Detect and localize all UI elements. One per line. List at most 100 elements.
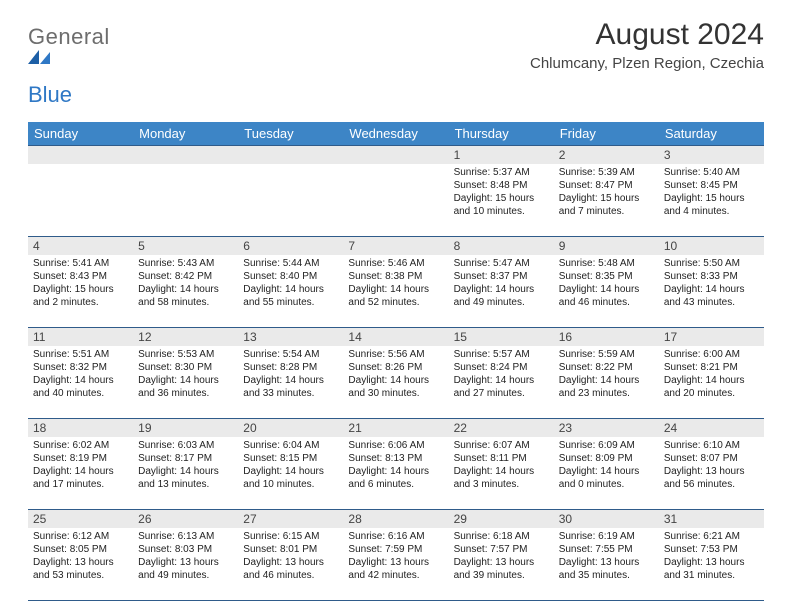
daylight-text: Daylight: 14 hours and 46 minutes. (559, 284, 654, 310)
sunrise-text: Sunrise: 5:51 AM (33, 349, 128, 362)
daylight-text: Daylight: 14 hours and 20 minutes. (664, 375, 759, 401)
day-info: Sunrise: 5:56 AMSunset: 8:26 PMDaylight:… (343, 346, 448, 404)
sunset-text: Sunset: 8:05 PM (33, 544, 128, 557)
day-number: 23 (554, 419, 659, 437)
calendar-day-cell: 5Sunrise: 5:43 AMSunset: 8:42 PMDaylight… (133, 237, 238, 328)
sunset-text: Sunset: 8:01 PM (243, 544, 338, 557)
daylight-text: Daylight: 14 hours and 17 minutes. (33, 466, 128, 492)
day-number: 7 (343, 237, 448, 255)
calendar-day-cell: 14Sunrise: 5:56 AMSunset: 8:26 PMDayligh… (343, 328, 448, 419)
day-number: 16 (554, 328, 659, 346)
day-number: 26 (133, 510, 238, 528)
logo-word-1: General (28, 24, 110, 49)
daylight-text: Daylight: 15 hours and 2 minutes. (33, 284, 128, 310)
day-info: Sunrise: 6:00 AMSunset: 8:21 PMDaylight:… (659, 346, 764, 404)
weekday-header: Thursday (449, 122, 554, 146)
daylight-text: Daylight: 14 hours and 52 minutes. (348, 284, 443, 310)
calendar-day-cell: 9Sunrise: 5:48 AMSunset: 8:35 PMDaylight… (554, 237, 659, 328)
day-info: Sunrise: 5:39 AMSunset: 8:47 PMDaylight:… (554, 164, 659, 222)
day-info: Sunrise: 5:44 AMSunset: 8:40 PMDaylight:… (238, 255, 343, 313)
sunset-text: Sunset: 8:07 PM (664, 453, 759, 466)
day-info: Sunrise: 6:19 AMSunset: 7:55 PMDaylight:… (554, 528, 659, 586)
day-info: Sunrise: 6:04 AMSunset: 8:15 PMDaylight:… (238, 437, 343, 495)
sunrise-text: Sunrise: 6:02 AM (33, 440, 128, 453)
sunrise-text: Sunrise: 5:57 AM (454, 349, 549, 362)
calendar-day-cell: 6Sunrise: 5:44 AMSunset: 8:40 PMDaylight… (238, 237, 343, 328)
day-info: Sunrise: 5:53 AMSunset: 8:30 PMDaylight:… (133, 346, 238, 404)
sunset-text: Sunset: 8:17 PM (138, 453, 233, 466)
day-info (28, 164, 133, 171)
day-number: 25 (28, 510, 133, 528)
day-info (133, 164, 238, 171)
sunset-text: Sunset: 8:19 PM (33, 453, 128, 466)
sunset-text: Sunset: 8:13 PM (348, 453, 443, 466)
sunset-text: Sunset: 8:42 PM (138, 271, 233, 284)
day-info: Sunrise: 6:12 AMSunset: 8:05 PMDaylight:… (28, 528, 133, 586)
sunrise-text: Sunrise: 6:09 AM (559, 440, 654, 453)
day-info: Sunrise: 6:07 AMSunset: 8:11 PMDaylight:… (449, 437, 554, 495)
logo: General Blue (28, 24, 110, 108)
sunset-text: Sunset: 8:43 PM (33, 271, 128, 284)
sunset-text: Sunset: 8:11 PM (454, 453, 549, 466)
sunrise-text: Sunrise: 6:12 AM (33, 531, 128, 544)
sunset-text: Sunset: 8:22 PM (559, 362, 654, 375)
sunrise-text: Sunrise: 6:13 AM (138, 531, 233, 544)
calendar-day-cell: 27Sunrise: 6:15 AMSunset: 8:01 PMDayligh… (238, 510, 343, 601)
daylight-text: Daylight: 13 hours and 31 minutes. (664, 557, 759, 583)
sunrise-text: Sunrise: 5:37 AM (454, 167, 549, 180)
daylight-text: Daylight: 14 hours and 40 minutes. (33, 375, 128, 401)
day-number: 14 (343, 328, 448, 346)
sunrise-text: Sunrise: 6:00 AM (664, 349, 759, 362)
sunrise-text: Sunrise: 5:47 AM (454, 258, 549, 271)
sunset-text: Sunset: 8:30 PM (138, 362, 233, 375)
calendar-body: 1Sunrise: 5:37 AMSunset: 8:48 PMDaylight… (28, 146, 764, 601)
calendar-day-cell: 8Sunrise: 5:47 AMSunset: 8:37 PMDaylight… (449, 237, 554, 328)
day-info: Sunrise: 5:41 AMSunset: 8:43 PMDaylight:… (28, 255, 133, 313)
sunset-text: Sunset: 8:47 PM (559, 180, 654, 193)
day-number: 9 (554, 237, 659, 255)
day-number: 27 (238, 510, 343, 528)
day-number (238, 146, 343, 164)
calendar-day-cell: 23Sunrise: 6:09 AMSunset: 8:09 PMDayligh… (554, 419, 659, 510)
day-number: 24 (659, 419, 764, 437)
day-info: Sunrise: 5:47 AMSunset: 8:37 PMDaylight:… (449, 255, 554, 313)
day-number: 15 (449, 328, 554, 346)
daylight-text: Daylight: 13 hours and 56 minutes. (664, 466, 759, 492)
sunrise-text: Sunrise: 5:39 AM (559, 167, 654, 180)
day-number: 4 (28, 237, 133, 255)
day-info: Sunrise: 5:59 AMSunset: 8:22 PMDaylight:… (554, 346, 659, 404)
header: General Blue August 2024 Chlumcany, Plze… (28, 18, 764, 108)
calendar-day-cell: 28Sunrise: 6:16 AMSunset: 7:59 PMDayligh… (343, 510, 448, 601)
sunrise-text: Sunrise: 5:59 AM (559, 349, 654, 362)
calendar-day-cell: 24Sunrise: 6:10 AMSunset: 8:07 PMDayligh… (659, 419, 764, 510)
day-number (133, 146, 238, 164)
sunset-text: Sunset: 8:38 PM (348, 271, 443, 284)
sunset-text: Sunset: 8:33 PM (664, 271, 759, 284)
calendar-day-cell: 2Sunrise: 5:39 AMSunset: 8:47 PMDaylight… (554, 146, 659, 237)
daylight-text: Daylight: 13 hours and 42 minutes. (348, 557, 443, 583)
sunrise-text: Sunrise: 6:19 AM (559, 531, 654, 544)
weekday-header: Sunday (28, 122, 133, 146)
calendar-week-row: 4Sunrise: 5:41 AMSunset: 8:43 PMDaylight… (28, 237, 764, 328)
sunset-text: Sunset: 8:32 PM (33, 362, 128, 375)
day-info: Sunrise: 6:13 AMSunset: 8:03 PMDaylight:… (133, 528, 238, 586)
sunset-text: Sunset: 8:28 PM (243, 362, 338, 375)
day-number: 3 (659, 146, 764, 164)
location-subtitle: Chlumcany, Plzen Region, Czechia (530, 55, 764, 72)
day-info: Sunrise: 5:48 AMSunset: 8:35 PMDaylight:… (554, 255, 659, 313)
sunrise-text: Sunrise: 6:21 AM (664, 531, 759, 544)
day-number: 2 (554, 146, 659, 164)
calendar-day-cell: 25Sunrise: 6:12 AMSunset: 8:05 PMDayligh… (28, 510, 133, 601)
day-info: Sunrise: 5:40 AMSunset: 8:45 PMDaylight:… (659, 164, 764, 222)
weekday-header: Wednesday (343, 122, 448, 146)
calendar-page: General Blue August 2024 Chlumcany, Plze… (0, 0, 792, 613)
daylight-text: Daylight: 14 hours and 58 minutes. (138, 284, 233, 310)
logo-sail-icon (28, 50, 50, 64)
day-info: Sunrise: 5:50 AMSunset: 8:33 PMDaylight:… (659, 255, 764, 313)
day-info: Sunrise: 5:37 AMSunset: 8:48 PMDaylight:… (449, 164, 554, 222)
sunrise-text: Sunrise: 6:03 AM (138, 440, 233, 453)
daylight-text: Daylight: 14 hours and 23 minutes. (559, 375, 654, 401)
daylight-text: Daylight: 14 hours and 27 minutes. (454, 375, 549, 401)
day-number: 22 (449, 419, 554, 437)
daylight-text: Daylight: 14 hours and 33 minutes. (243, 375, 338, 401)
